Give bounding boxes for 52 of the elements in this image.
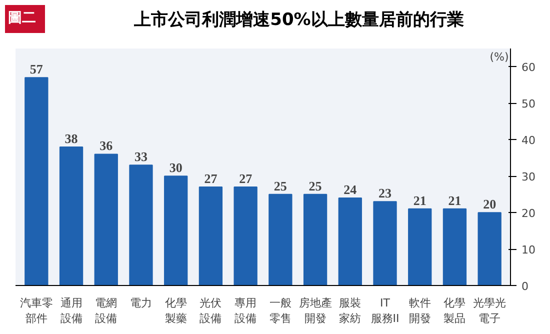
x-tick-label: IT 服務II — [370, 296, 400, 326]
data-label: 20 — [483, 196, 496, 212]
data-label: 38 — [64, 130, 78, 146]
x-tick-label: 軟件開發 — [408, 296, 431, 326]
y-tick-label: 30 — [522, 170, 536, 184]
bar — [129, 164, 153, 286]
x-tick-label: 光伏設備 — [200, 296, 222, 326]
bar — [408, 208, 432, 286]
x-tick-label: 電力 — [130, 296, 152, 310]
bar — [94, 154, 118, 286]
y-axis-title: (%) — [490, 50, 509, 64]
bar — [268, 194, 292, 286]
data-label: 25 — [274, 178, 288, 194]
data-label: 33 — [134, 149, 148, 164]
y-tick-label: 0 — [522, 280, 528, 293]
y-tick-label: 60 — [522, 61, 536, 74]
data-label: 23 — [378, 186, 392, 201]
data-label: 27 — [204, 171, 218, 186]
data-label: 24 — [344, 182, 358, 197]
data-label: 21 — [413, 192, 426, 208]
x-tick-label: 房地產開發 — [298, 296, 332, 326]
x-tick-label: 專用設備 — [234, 296, 257, 326]
bar — [373, 201, 397, 286]
bar — [234, 186, 258, 286]
bar — [478, 212, 502, 286]
data-label: 27 — [239, 171, 253, 186]
data-label: 30 — [169, 160, 182, 176]
x-tick-label: 化學製藥 — [164, 296, 187, 326]
chart-title: 上市公司利潤增速50%以上數量居前的行業 — [134, 9, 464, 32]
x-tick-label: 化學製品 — [444, 296, 466, 326]
x-tick-label: 光學光電子 — [473, 296, 506, 326]
x-tick-label: 通用設備 — [60, 296, 82, 326]
data-label: 25 — [308, 178, 322, 194]
x-tick-label: 一般零售 — [269, 296, 292, 326]
bar — [442, 208, 467, 286]
data-label: 21 — [448, 192, 462, 208]
bar — [24, 77, 48, 286]
y-tick-label: 10 — [522, 244, 536, 257]
bar — [338, 197, 362, 286]
x-tick-label: 服裝家紡 — [339, 296, 362, 326]
text: 圖二 — [8, 9, 36, 28]
y-tick-label: 50 — [522, 98, 536, 111]
bar — [59, 146, 84, 286]
bar — [303, 194, 328, 286]
x-tick-label: 電網設備 — [95, 296, 118, 326]
x-tick-label: 汽車零部件 — [20, 296, 53, 326]
data-label: 36 — [100, 138, 114, 154]
bar — [198, 186, 223, 286]
y-tick-label: 20 — [522, 207, 536, 220]
bar — [164, 176, 188, 286]
data-label: 57 — [30, 62, 44, 77]
y-tick-label: 40 — [522, 134, 536, 148]
